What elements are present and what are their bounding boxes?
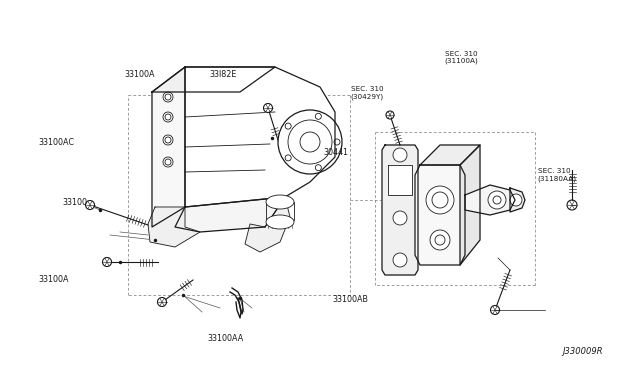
Polygon shape	[510, 188, 525, 212]
Text: 33100A: 33100A	[38, 275, 69, 284]
Text: 33100AA: 33100AA	[207, 334, 243, 343]
Text: 33100: 33100	[63, 198, 88, 207]
Circle shape	[102, 257, 111, 266]
Text: SEC. 310
(31180AA): SEC. 310 (31180AA)	[538, 168, 577, 182]
Circle shape	[163, 112, 173, 122]
Circle shape	[288, 120, 332, 164]
Text: 33100A: 33100A	[124, 70, 155, 79]
Text: 33I82E: 33I82E	[209, 70, 236, 79]
Circle shape	[488, 191, 506, 209]
Text: SEC. 310
(31100A): SEC. 310 (31100A)	[445, 51, 479, 64]
Circle shape	[432, 192, 448, 208]
Polygon shape	[148, 207, 200, 247]
Polygon shape	[175, 197, 285, 232]
Circle shape	[426, 186, 454, 214]
Ellipse shape	[266, 215, 294, 229]
Circle shape	[490, 305, 499, 314]
Text: J330009R: J330009R	[562, 347, 603, 356]
Circle shape	[264, 103, 273, 112]
Polygon shape	[420, 145, 480, 165]
Ellipse shape	[266, 195, 294, 209]
Circle shape	[316, 113, 321, 119]
Polygon shape	[245, 197, 290, 252]
Circle shape	[300, 132, 320, 152]
Circle shape	[493, 196, 501, 204]
Polygon shape	[185, 67, 335, 207]
Circle shape	[393, 148, 407, 162]
Circle shape	[163, 92, 173, 102]
Circle shape	[567, 200, 577, 210]
Text: SEC. 310
(30429Y): SEC. 310 (30429Y)	[351, 86, 384, 100]
Polygon shape	[460, 145, 480, 265]
Polygon shape	[382, 145, 418, 275]
Circle shape	[393, 211, 407, 225]
Text: 30441: 30441	[323, 148, 348, 157]
Text: 33100AC: 33100AC	[38, 138, 74, 147]
Circle shape	[278, 110, 342, 174]
Polygon shape	[152, 67, 275, 92]
Circle shape	[165, 94, 171, 100]
Circle shape	[157, 298, 166, 307]
Circle shape	[334, 139, 340, 145]
Circle shape	[435, 235, 445, 245]
Polygon shape	[465, 185, 515, 215]
Circle shape	[393, 253, 407, 267]
Polygon shape	[152, 67, 185, 227]
Circle shape	[285, 155, 291, 161]
Text: 33100AB: 33100AB	[333, 295, 369, 304]
Circle shape	[163, 135, 173, 145]
Polygon shape	[415, 165, 465, 265]
Circle shape	[316, 165, 321, 171]
Polygon shape	[388, 165, 412, 195]
Circle shape	[510, 194, 522, 206]
Circle shape	[386, 111, 394, 119]
Circle shape	[165, 137, 171, 143]
Circle shape	[86, 201, 95, 209]
Circle shape	[285, 123, 291, 129]
Circle shape	[165, 159, 171, 165]
Circle shape	[165, 114, 171, 120]
Circle shape	[430, 230, 450, 250]
Circle shape	[163, 157, 173, 167]
